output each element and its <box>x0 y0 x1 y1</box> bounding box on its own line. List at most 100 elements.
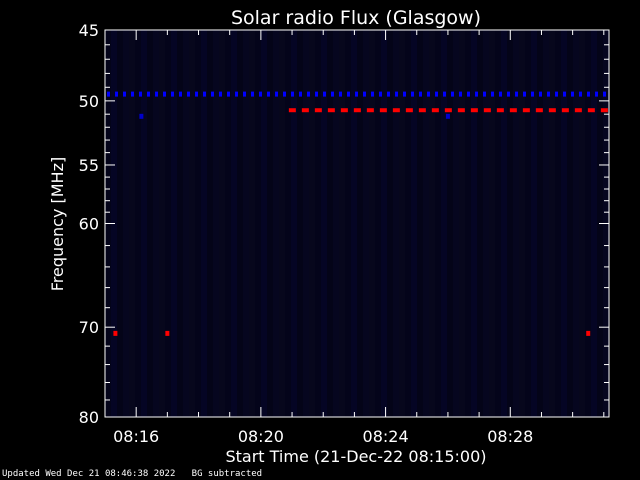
emission-dash <box>219 91 222 97</box>
emission-spot <box>586 330 591 336</box>
emission-dash <box>403 91 406 97</box>
x-axis-label: Start Time (21-Dec-22 08:15:00) <box>225 447 486 466</box>
y-tick-label: 45 <box>79 21 99 40</box>
emission-dash <box>314 108 322 113</box>
spectrogram-column <box>435 30 441 417</box>
spectrogram-column <box>585 30 591 417</box>
emission-dash <box>291 91 294 97</box>
emission-dash <box>539 91 542 97</box>
spectrogram-column <box>171 30 177 417</box>
spectrogram-column <box>141 30 147 417</box>
emission-dash <box>123 91 126 97</box>
spectrogram-column <box>525 30 531 417</box>
emission-dash <box>522 108 530 113</box>
emission-dash <box>155 91 158 97</box>
emission-dash <box>443 91 446 97</box>
emission-dash <box>523 91 526 97</box>
spectrogram-column <box>303 30 309 417</box>
spectrogram-column <box>591 30 597 417</box>
spectrogram-column <box>189 30 195 417</box>
emission-dash <box>563 91 566 97</box>
spectrogram-column <box>159 30 165 417</box>
spectrogram-column <box>351 30 357 417</box>
emission-dash <box>547 91 550 97</box>
emission-dash <box>288 108 296 113</box>
y-tick-label: 50 <box>79 92 99 111</box>
spectrogram-column <box>315 30 321 417</box>
spectrogram-column <box>267 30 273 417</box>
emission-dash <box>483 91 486 97</box>
emission-spot <box>139 113 144 119</box>
emission-dash <box>499 91 502 97</box>
spectrogram-column <box>423 30 429 417</box>
emission-dash <box>366 108 374 113</box>
spectrogram-column <box>201 30 207 417</box>
emission-dash <box>451 91 454 97</box>
emission-dash <box>392 108 400 113</box>
emission-spot <box>165 330 170 336</box>
spectrogram-column <box>507 30 513 417</box>
spectrogram-column <box>483 30 489 417</box>
emission-dash <box>387 91 390 97</box>
spectrogram-column <box>237 30 243 417</box>
footer-status: Updated Wed Dec 21 08:46:38 2022 BG subt… <box>2 469 262 479</box>
emission-dash <box>444 108 452 113</box>
emission-dash <box>515 91 518 97</box>
spectrogram-column <box>183 30 189 417</box>
spectrogram-column <box>555 30 561 417</box>
spectrogram-bands <box>105 30 609 417</box>
emission-dash <box>561 108 569 113</box>
emission-dash <box>331 91 334 97</box>
emission-dash <box>259 91 262 97</box>
spectrogram-column <box>417 30 423 417</box>
emission-dash <box>179 91 182 97</box>
spectrogram-column <box>261 30 267 417</box>
spectrogram-column <box>327 30 333 417</box>
emission-dash <box>587 91 590 97</box>
spectrogram-column <box>243 30 249 417</box>
spectrogram-column <box>375 30 381 417</box>
emission-dash <box>507 91 510 97</box>
spectrogram-column <box>117 30 123 417</box>
spectrogram-column <box>381 30 387 417</box>
x-tick-label: 08:28 <box>487 427 533 446</box>
emission-dash <box>275 91 278 97</box>
spectrogram-column <box>309 30 315 417</box>
spectrogram-column <box>195 30 201 417</box>
emission-dash <box>467 91 470 97</box>
emission-spot <box>113 330 118 336</box>
spectrogram-column <box>573 30 579 417</box>
emission-dash <box>347 91 350 97</box>
x-tick-label: 08:24 <box>363 427 409 446</box>
emission-dash <box>379 108 387 113</box>
spectrogram-column <box>543 30 549 417</box>
spectrogram-column <box>537 30 543 417</box>
spectrogram-column <box>339 30 345 417</box>
emission-dash <box>379 91 382 97</box>
emission-dash <box>307 91 310 97</box>
spectrogram-column <box>447 30 453 417</box>
emission-dash <box>235 91 238 97</box>
emission-dash <box>496 108 504 113</box>
spectrogram-column <box>279 30 285 417</box>
spectrogram-column <box>393 30 399 417</box>
y-axis: 45 50 55 60 70 80 <box>79 21 609 427</box>
spectrogram-column <box>561 30 567 417</box>
emission-dash <box>353 108 361 113</box>
spectrogram-column <box>291 30 297 417</box>
spectrogram-column <box>135 30 141 417</box>
x-tick-label: 08:20 <box>238 427 284 446</box>
x-tick-label: 08:16 <box>113 427 159 446</box>
emission-dash <box>371 91 374 97</box>
emission-dash <box>435 91 438 97</box>
emission-dash <box>470 108 478 113</box>
emission-dash <box>431 108 439 113</box>
emission-dash <box>395 91 398 97</box>
emission-dash <box>405 108 413 113</box>
spectrogram-column <box>297 30 303 417</box>
spectrogram-column <box>273 30 279 417</box>
spectrogram-column <box>405 30 411 417</box>
emission-dash <box>555 91 558 97</box>
emission-features <box>107 91 608 336</box>
